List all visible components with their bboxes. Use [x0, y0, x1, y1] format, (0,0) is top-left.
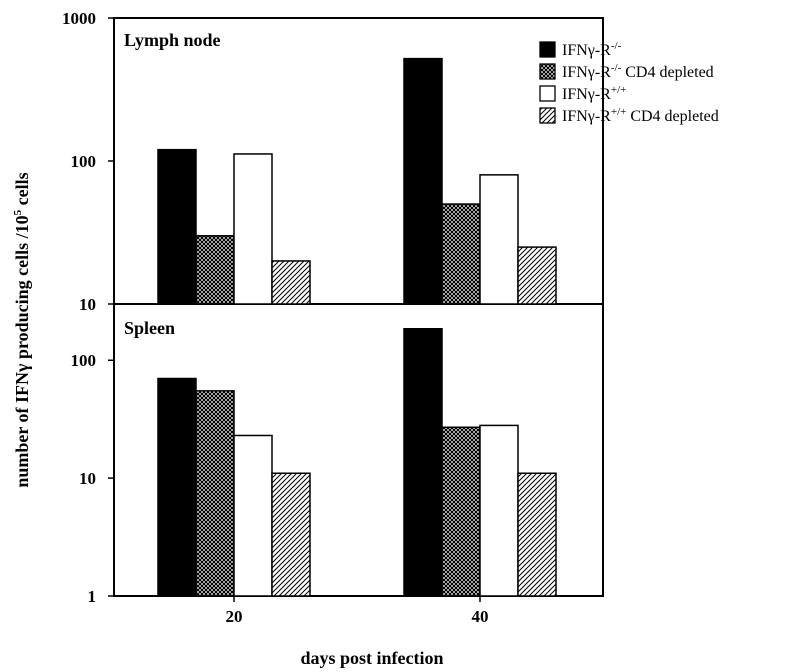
- legend-label-2: IFNγ-R-/- CD4 depleted: [562, 62, 714, 81]
- bar-spleen-day20-series4: [271, 472, 311, 597]
- x-tick-label-40: 40: [472, 607, 489, 626]
- spleen-panel-frame: [113, 303, 604, 597]
- bar-spleen-day40-series3: [479, 424, 519, 597]
- bar-spleen-day20-series2: [195, 390, 235, 597]
- bar-lymph-node-day40-series1: [403, 57, 443, 305]
- bar-lymph-node-day20-series1: [157, 148, 197, 305]
- y-tick-label-lymph-node-1000: 1000: [62, 9, 96, 28]
- panel-label-spleen: Spleen: [124, 318, 175, 338]
- bars-layer: [157, 57, 557, 597]
- legend-swatch-3: [539, 85, 556, 102]
- x-ticks-layer: 20 40: [226, 596, 489, 626]
- bar-lymph-node-day20-series4: [271, 260, 311, 305]
- y-tick-label-spleen-1: 1: [88, 587, 97, 606]
- legend: IFNγ-R-/- IFNγ-R-/- CD4 depleted IFNγ-R+/+…: [539, 40, 719, 125]
- bar-spleen-day40-series4: [517, 472, 557, 597]
- y-ticks-layer: 1000 100 10 100 10 1: [62, 9, 114, 606]
- legend-swatch-2: [539, 63, 556, 80]
- legend-label-1: IFNγ-R-/-: [562, 40, 622, 59]
- bar-spleen-day20-series3: [233, 434, 273, 597]
- legend-label-3: IFNγ-R+/+: [562, 84, 626, 103]
- y-tick-label-spleen-10: 10: [79, 469, 96, 488]
- bar-lymph-node-day20-series3: [233, 153, 273, 305]
- y-axis-title: number of IFNγ producing cells /105 cell…: [12, 172, 32, 487]
- bar-lymph-node-day40-series3: [479, 174, 519, 305]
- y-tick-label-lymph-node-10: 10: [79, 295, 96, 314]
- y-tick-label-lymph-node-100: 100: [71, 152, 97, 171]
- bar-spleen-day20-series1: [157, 377, 197, 597]
- legend-swatch-4: [539, 107, 556, 124]
- y-tick-label-spleen-100: 100: [71, 351, 97, 370]
- legend-swatch-1: [539, 41, 556, 58]
- x-axis-title: days post infection: [300, 648, 443, 668]
- bar-lymph-node-day40-series2: [441, 203, 481, 305]
- panel-label-lymph-node: Lymph node: [124, 30, 221, 50]
- bar-spleen-day40-series2: [441, 426, 481, 597]
- bar-lymph-node-day40-series4: [517, 246, 557, 305]
- legend-label-4: IFNγ-R+/+ CD4 depleted: [562, 106, 719, 125]
- bar-lymph-node-day20-series2: [195, 235, 235, 305]
- x-tick-label-20: 20: [226, 607, 243, 626]
- bar-spleen-day40-series1: [403, 327, 443, 597]
